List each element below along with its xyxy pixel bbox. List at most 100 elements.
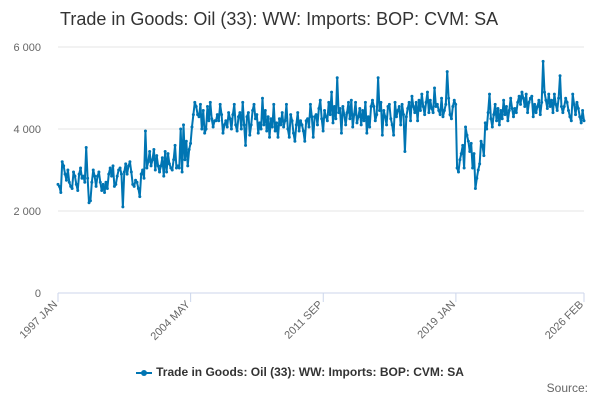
data-point bbox=[90, 180, 94, 184]
data-point bbox=[378, 109, 382, 113]
data-point bbox=[301, 129, 305, 133]
data-point bbox=[275, 121, 279, 125]
data-point bbox=[308, 102, 312, 106]
data-point bbox=[145, 166, 149, 170]
data-point bbox=[104, 180, 108, 184]
data-point bbox=[347, 100, 350, 104]
data-point bbox=[159, 164, 163, 168]
data-point bbox=[232, 102, 236, 106]
data-point bbox=[248, 133, 252, 137]
data-point bbox=[578, 115, 582, 119]
data-point bbox=[489, 117, 493, 121]
data-point bbox=[165, 170, 169, 174]
data-point bbox=[210, 117, 214, 121]
y-axis-labels: 0 2 000 4 000 6 000 bbox=[13, 42, 41, 300]
data-point bbox=[258, 121, 262, 125]
data-point bbox=[523, 104, 527, 108]
data-point bbox=[372, 104, 376, 108]
data-point bbox=[473, 186, 477, 190]
data-point bbox=[114, 182, 118, 186]
data-point bbox=[524, 92, 528, 96]
data-point bbox=[431, 111, 435, 115]
data-point bbox=[242, 123, 246, 127]
data-point bbox=[225, 125, 229, 129]
data-point bbox=[514, 111, 518, 115]
data-point bbox=[545, 107, 549, 110]
data-point bbox=[289, 113, 293, 117]
data-point bbox=[307, 125, 311, 129]
data-point bbox=[341, 104, 345, 108]
data-point bbox=[270, 125, 274, 129]
data-point bbox=[263, 109, 267, 113]
data-point bbox=[476, 168, 480, 172]
data-point bbox=[510, 107, 514, 110]
data-point bbox=[402, 113, 405, 117]
data-point bbox=[183, 158, 187, 162]
data-point bbox=[152, 148, 156, 151]
data-point bbox=[480, 143, 484, 147]
data-point bbox=[478, 162, 482, 166]
data-point bbox=[356, 115, 360, 119]
data-point bbox=[67, 180, 71, 184]
data-point bbox=[148, 150, 152, 154]
data-point bbox=[74, 182, 78, 186]
data-point bbox=[438, 113, 442, 117]
data-point bbox=[311, 135, 315, 139]
data-point bbox=[297, 129, 301, 133]
data-point bbox=[156, 164, 160, 168]
data-point bbox=[537, 98, 541, 102]
data-point bbox=[338, 107, 342, 110]
data-point bbox=[111, 164, 115, 168]
data-point bbox=[509, 96, 513, 100]
data-point bbox=[366, 115, 370, 119]
data-point bbox=[472, 152, 476, 156]
data-point bbox=[566, 109, 570, 113]
credits[interactable]: Source: bbox=[546, 381, 588, 395]
data-point bbox=[277, 117, 281, 121]
data-point bbox=[91, 168, 95, 172]
data-point bbox=[368, 125, 372, 129]
data-point bbox=[138, 195, 142, 199]
data-point bbox=[394, 115, 398, 119]
data-point bbox=[129, 170, 133, 174]
data-point bbox=[430, 107, 434, 110]
data-point bbox=[318, 98, 322, 102]
data-point bbox=[331, 121, 335, 125]
data-point bbox=[330, 90, 334, 94]
data-point bbox=[269, 117, 273, 121]
data-point bbox=[101, 182, 105, 186]
data-point bbox=[266, 115, 270, 119]
data-point bbox=[246, 111, 250, 115]
data-point bbox=[94, 184, 98, 188]
x-tick-label: 2026 FEB bbox=[543, 299, 586, 342]
data-point bbox=[149, 164, 153, 168]
data-point bbox=[421, 104, 425, 108]
data-point bbox=[420, 92, 424, 96]
data-point bbox=[486, 111, 490, 115]
x-tick-label: 2019 JAN bbox=[415, 299, 458, 342]
data-point bbox=[555, 109, 559, 113]
data-point bbox=[399, 123, 403, 127]
data-point bbox=[293, 139, 297, 143]
data-point bbox=[146, 160, 150, 164]
data-point bbox=[217, 119, 221, 123]
data-point bbox=[57, 184, 61, 188]
data-point bbox=[97, 170, 101, 174]
data-point bbox=[526, 111, 530, 115]
data-point bbox=[462, 166, 466, 170]
data-point bbox=[268, 135, 272, 139]
data-point bbox=[554, 102, 558, 106]
data-point bbox=[385, 123, 389, 127]
data-point bbox=[324, 115, 328, 119]
data-point bbox=[448, 113, 452, 117]
data-point bbox=[572, 102, 576, 106]
series-layer bbox=[56, 59, 586, 209]
data-point bbox=[110, 174, 114, 178]
data-point bbox=[252, 102, 256, 106]
data-point bbox=[241, 100, 245, 104]
data-point bbox=[215, 113, 219, 117]
data-point bbox=[540, 100, 544, 104]
data-point bbox=[495, 119, 499, 123]
legend[interactable]: Trade in Goods: Oil (33): WW: Imports: B… bbox=[0, 365, 600, 379]
data-point bbox=[493, 102, 497, 106]
